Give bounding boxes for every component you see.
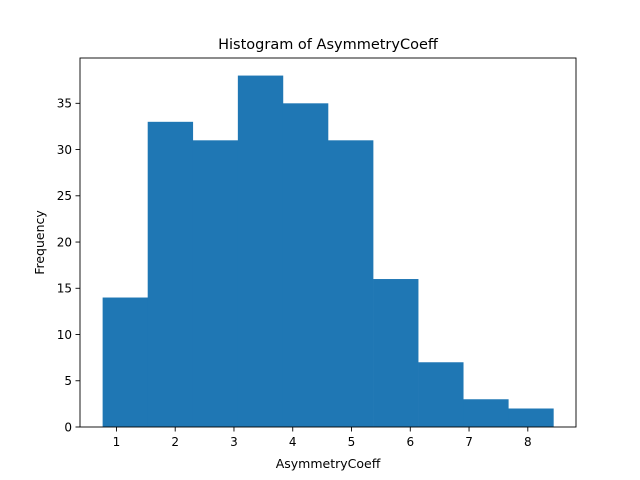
x-tick-label: 2 xyxy=(171,435,179,449)
y-axis-ticks: 0 5 10 15 20 25 30 35 xyxy=(57,97,80,434)
chart-title: Histogram of AsymmetryCoeff xyxy=(218,37,439,53)
histogram-bar xyxy=(237,75,284,428)
histogram-bar xyxy=(463,399,509,427)
y-tick-label: 20 xyxy=(57,235,72,249)
x-tick-label: 8 xyxy=(524,435,532,449)
x-axis-ticks: 1 2 3 4 5 6 7 8 xyxy=(113,427,532,449)
x-tick-label: 4 xyxy=(289,435,297,449)
histogram-bar xyxy=(508,408,554,427)
x-tick-label: 7 xyxy=(465,435,473,449)
x-tick-label: 5 xyxy=(348,435,356,449)
x-tick-label: 3 xyxy=(230,435,238,449)
histogram-bar xyxy=(328,140,374,427)
y-tick-label: 25 xyxy=(57,189,72,203)
x-tick-label: 6 xyxy=(406,435,414,449)
plot-frame xyxy=(79,57,577,428)
y-tick-label: 35 xyxy=(57,97,72,111)
bars-group xyxy=(102,75,554,428)
histogram-bar xyxy=(418,362,464,427)
histogram-bar xyxy=(102,297,149,427)
x-axis-label: AsymmetryCoeff xyxy=(276,456,381,471)
histogram-bar xyxy=(192,140,239,427)
histogram-bar xyxy=(282,103,329,427)
y-tick-label: 0 xyxy=(64,420,72,434)
histogram-bar xyxy=(373,279,419,427)
y-tick-label: 10 xyxy=(57,328,72,342)
x-tick-label: 1 xyxy=(113,435,121,449)
y-tick-label: 15 xyxy=(57,282,72,296)
histogram-bar xyxy=(147,121,194,428)
y-axis-label: Frequency xyxy=(32,210,47,275)
y-tick-label: 30 xyxy=(57,143,72,157)
y-tick-label: 5 xyxy=(64,374,72,388)
